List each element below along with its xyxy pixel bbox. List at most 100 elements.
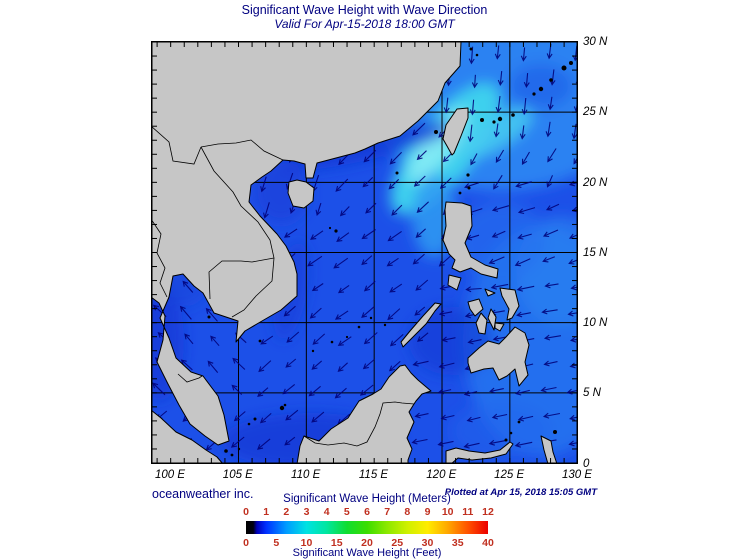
- wave-arrow: [308, 385, 321, 397]
- wave-arrow: [361, 306, 375, 318]
- wave-arrow: [570, 284, 578, 291]
- meters-tick: 4: [323, 506, 330, 518]
- feet-tick: 0: [243, 537, 249, 549]
- feet-tick: 20: [361, 537, 373, 549]
- wave-arrow: [547, 148, 557, 163]
- land-luzon: [442, 201, 499, 279]
- wave-arrow: [337, 336, 352, 346]
- colorbar-feet-ticks: 0 5 10 15 20 25 30 35 40: [243, 537, 494, 549]
- wave-arrow: [547, 96, 554, 111]
- land-panay: [467, 298, 484, 317]
- wave-arrow: [542, 412, 561, 419]
- land-layer: [151, 41, 558, 464]
- wave-arrow: [230, 436, 245, 448]
- meters-tick: 10: [441, 506, 454, 518]
- wave-arrow: [207, 360, 219, 373]
- wave-arrow: [389, 283, 403, 293]
- wave-arrow: [568, 440, 578, 447]
- wave-arrow: [412, 253, 425, 265]
- wave-arrow: [414, 306, 426, 316]
- plotted-timestamp: Plotted at Apr 15, 2018 15:05 GMT: [444, 487, 597, 498]
- map-plot: [151, 41, 578, 464]
- lon-label: 105 E: [222, 469, 253, 481]
- wave-arrow: [412, 360, 429, 367]
- meters-tick: 5: [343, 506, 350, 518]
- wave-arrow: [521, 151, 530, 165]
- country-borders: [151, 125, 415, 447]
- wave-arrow: [463, 442, 480, 449]
- land-borneo: [296, 364, 432, 464]
- lat-label: 0: [583, 457, 590, 470]
- wave-arrow: [545, 203, 560, 211]
- wave-arrow: [361, 255, 373, 266]
- wave-arrow: [542, 229, 559, 238]
- wave-arrow: [546, 175, 554, 188]
- land-mindoro: [447, 274, 462, 291]
- wave-arrow: [361, 229, 376, 240]
- wave-arrow: [493, 123, 500, 138]
- land-negros: [475, 312, 488, 335]
- colorbar-gradient: [246, 521, 488, 534]
- wave-arrow: [542, 256, 556, 263]
- wave-arrow: [515, 389, 530, 396]
- wave-arrow: [543, 360, 558, 367]
- wave-arrow: [283, 305, 296, 317]
- wave-arrow: [311, 360, 323, 370]
- wave-arrow: [413, 175, 426, 187]
- feet-tick: 35: [451, 537, 464, 549]
- wave-arrow: [521, 97, 528, 116]
- wave-arrow: [439, 177, 452, 189]
- meters-tick: 7: [384, 506, 391, 518]
- meters-tick: 3: [303, 506, 310, 518]
- wave-arrow: [231, 384, 243, 395]
- meters-tick: 8: [404, 506, 411, 518]
- wave-arrow: [388, 178, 400, 190]
- wave-arrow: [389, 333, 404, 347]
- wave-arrow: [493, 174, 503, 190]
- meters-tick: 1: [263, 506, 270, 518]
- wave-arrow: [465, 286, 482, 293]
- wave-arrow: [466, 416, 481, 423]
- feet-tick: 30: [421, 537, 434, 549]
- wave-arrow: [365, 202, 377, 214]
- wave-arrow: [389, 151, 402, 165]
- wave-arrow: [334, 387, 347, 399]
- lon-label: 120 E: [426, 469, 457, 481]
- wave-arrow: [489, 387, 504, 394]
- wave-arrow: [437, 440, 454, 447]
- wave-arrow: [545, 121, 552, 138]
- frame-degree-ticks: [152, 42, 577, 463]
- lon-label: 100 E: [154, 469, 186, 481]
- wave-arrow: [180, 359, 193, 371]
- meters-tick: 9: [424, 506, 431, 518]
- wave-arrow: [543, 334, 561, 341]
- colorbar-feet-label: Significant Wave Height (Feet): [292, 547, 442, 559]
- land-samar-leyte: [499, 287, 520, 321]
- wave-arrow: [417, 332, 429, 342]
- wave-arrow: [285, 409, 299, 421]
- island-specks: [207, 47, 573, 457]
- wave-arrow: [311, 283, 324, 292]
- feet-tick: 5: [273, 537, 280, 549]
- wave-arrow: [488, 256, 505, 265]
- wave-arrow: [359, 384, 374, 396]
- wave-arrow: [286, 331, 300, 343]
- lat-label: 25 N: [583, 106, 608, 119]
- wave-arrow: [205, 307, 218, 322]
- wave-arrow: [470, 153, 478, 166]
- wave-arrow: [440, 414, 455, 421]
- wave-arrow: [514, 441, 533, 448]
- land-hainan: [287, 179, 315, 209]
- lon-label: 125 E: [494, 469, 525, 481]
- wave-arrow: [182, 280, 194, 293]
- wave-arrow: [414, 412, 429, 419]
- wave-arrow: [210, 335, 220, 347]
- wave-arrow: [519, 125, 526, 140]
- wave-arrow: [233, 411, 246, 422]
- wave-arrow: [437, 388, 452, 395]
- wave-arrow: [309, 307, 322, 319]
- feet-tick: 40: [482, 537, 494, 549]
- wave-arrow: [257, 387, 269, 398]
- wave-arrow: [388, 360, 401, 372]
- wave-arrow: [495, 149, 505, 163]
